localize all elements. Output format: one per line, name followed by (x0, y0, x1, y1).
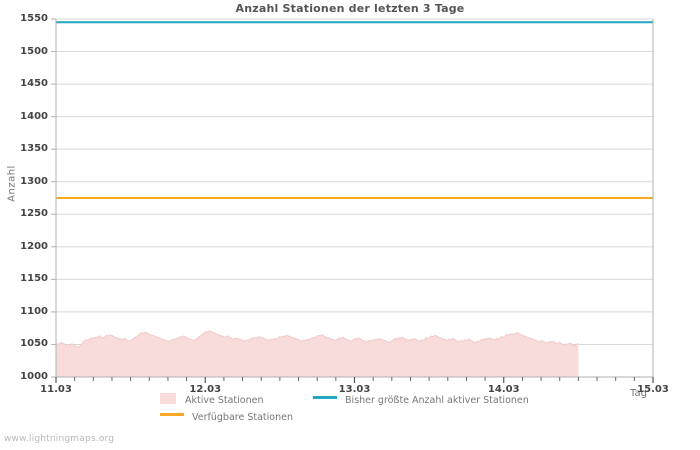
y-tick-label: 1100 (20, 305, 48, 317)
x-axis-title: Tag (630, 388, 647, 399)
legend-swatch-line-icon (160, 413, 184, 416)
x-tick-label: 11.03 (40, 384, 72, 395)
legend-item-verfuegbare-stationen[interactable]: Verfügbare Stationen (160, 409, 310, 426)
legend-label-verfuegbare-stationen: Verfügbare Stationen (192, 412, 293, 423)
x-tick-label: 14.03 (487, 384, 520, 395)
x-tick-label: 13.03 (338, 384, 371, 395)
legend-label-aktive-stationen: Aktive Stationen (185, 395, 264, 406)
legend-item-max-stationen[interactable]: Bisher größte Anzahl aktiver Stationen (313, 392, 643, 409)
y-tick-label: 1350 (20, 143, 48, 155)
legend-item-aktive-stationen[interactable]: Aktive Stationen (160, 392, 310, 409)
legend-row-1: Aktive Stationen Bisher größte Anzahl ak… (160, 392, 680, 409)
x-tick-label: 15.03 (637, 384, 669, 395)
y-tick-label: 1150 (20, 273, 48, 285)
y-tick-label: 1550 (20, 13, 48, 24)
legend-label-max-stationen: Bisher größte Anzahl aktiver Stationen (345, 395, 529, 406)
legend-row-2: Verfügbare Stationen (160, 409, 680, 426)
y-tick-label: 1250 (20, 208, 48, 220)
chart-legend: Aktive Stationen Bisher größte Anzahl ak… (160, 392, 680, 426)
y-tick-label: 1050 (20, 338, 48, 350)
y-tick-label: 1400 (20, 110, 48, 122)
y-tick-label: 1200 (20, 240, 48, 252)
legend-swatch-area-icon (160, 393, 176, 404)
y-tick-label: 1500 (20, 45, 48, 57)
chart-title: Anzahl Stationen der letzten 3 Tage (235, 2, 465, 15)
y-tick-label: 1450 (20, 78, 48, 90)
x-tick-label: 12.03 (189, 384, 222, 395)
y-tick-label: 1300 (20, 175, 48, 187)
watermark: www.lightningmaps.org (4, 434, 115, 444)
y-tick-label: 1000 (20, 371, 48, 382)
legend-swatch-line-icon (313, 396, 338, 399)
